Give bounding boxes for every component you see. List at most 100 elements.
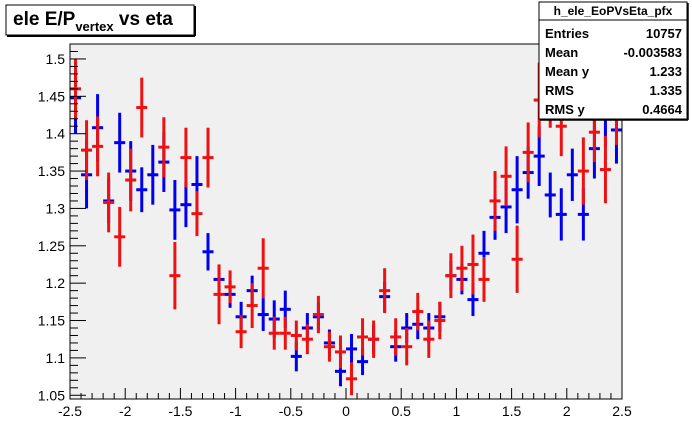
data-point	[544, 172, 556, 218]
data-point	[257, 298, 269, 331]
data-point	[279, 316, 291, 350]
stats-row: RMS y 0.4664	[545, 102, 683, 117]
chart-title-main: ele E/P	[13, 9, 76, 30]
stats-label: Entries	[545, 26, 589, 41]
data-point	[103, 172, 115, 233]
stats-value: 1.233	[649, 64, 682, 79]
data-point	[511, 156, 523, 224]
chart-title-subscript: vertex	[75, 19, 114, 34]
data-point	[136, 77, 148, 138]
data-point	[301, 324, 313, 355]
data-point	[323, 331, 335, 362]
data-point	[180, 127, 192, 188]
data-point	[500, 146, 512, 207]
stats-row: Mean -0.003583	[545, 45, 682, 60]
data-point	[169, 242, 181, 310]
data-point	[257, 238, 269, 299]
stats-value: 0.4664	[642, 102, 683, 117]
data-point	[158, 117, 170, 178]
plot-frame	[69, 43, 623, 400]
data-point	[312, 295, 324, 334]
data-point	[456, 245, 468, 291]
stats-label: Mean y	[545, 64, 590, 79]
data-point	[599, 135, 611, 204]
series-layer	[70, 44, 622, 396]
y-tick-label: 1.2	[46, 275, 66, 291]
x-tick-label: -2	[119, 403, 132, 419]
chart-title-box: ele E/Pvertex vs eta	[5, 4, 196, 37]
data-point	[478, 257, 490, 302]
data-point	[169, 180, 181, 240]
data-point	[114, 112, 126, 173]
stats-title: h_ele_EoPVsEta_pfx	[554, 4, 673, 18]
y-tick-label: 1.5	[46, 51, 66, 67]
x-tick-label: 1.5	[502, 403, 522, 419]
x-tick-label: -2.5	[58, 403, 82, 419]
data-point	[290, 320, 302, 351]
y-tick-label: 1.05	[38, 387, 65, 403]
x-tick-label: 2	[563, 403, 571, 419]
data-point	[577, 137, 589, 205]
stats-label: RMS y	[545, 102, 586, 117]
data-point	[180, 182, 192, 228]
data-point	[114, 206, 126, 267]
data-point	[555, 188, 567, 241]
y-tick-label: 1.25	[38, 238, 65, 254]
data-point	[334, 335, 346, 369]
data-point	[423, 320, 435, 358]
data-point	[412, 292, 424, 331]
data-point	[147, 144, 159, 205]
x-tick-label: 0	[342, 403, 350, 419]
chart-title: ele E/Pvertex vs eta	[13, 9, 173, 34]
data-point	[522, 122, 534, 183]
data-point	[202, 233, 214, 271]
data-point	[125, 148, 137, 212]
stats-label: Mean	[545, 45, 578, 60]
y-tick-label: 1.1	[46, 350, 66, 366]
data-point	[566, 148, 578, 201]
data-point	[246, 283, 258, 328]
data-point	[434, 301, 446, 340]
data-point	[467, 234, 479, 295]
stats-value: 1.335	[649, 83, 682, 98]
data-point	[235, 315, 247, 349]
data-point	[346, 362, 358, 396]
x-tick-label: 1	[453, 403, 461, 419]
x-tick-label: 2.5	[612, 403, 632, 419]
stats-box: h_ele_EoPVsEta_pfx Entries 10757 Mean -0.00…	[538, 1, 689, 121]
data-point	[368, 320, 380, 358]
data-point	[191, 191, 203, 237]
y-tick-label: 1.4	[46, 126, 66, 142]
data-point	[202, 127, 214, 188]
series-2	[70, 44, 622, 396]
y-tick-label: 1.45	[38, 88, 65, 104]
data-point	[511, 225, 523, 293]
data-point	[224, 270, 236, 304]
data-point	[268, 316, 280, 350]
stats-label: RMS	[545, 83, 574, 98]
data-point	[346, 333, 358, 364]
stats-row: RMS 1.335	[545, 83, 682, 98]
y-tick-label: 1.35	[38, 163, 65, 179]
y-tick-label: 1.3	[46, 200, 66, 216]
data-point	[136, 167, 148, 213]
data-point	[213, 264, 225, 325]
stats-value: 10757	[646, 26, 682, 41]
data-point	[489, 171, 501, 231]
data-point	[92, 116, 104, 177]
plot-area	[70, 44, 622, 399]
x-tick-label: -1	[229, 403, 242, 419]
y-tick-label: 1.15	[38, 313, 65, 329]
data-point	[445, 253, 457, 299]
data-point	[379, 268, 391, 314]
x-tick-label: -0.5	[279, 403, 303, 419]
stats-value: -0.003583	[623, 45, 682, 60]
chart-title-tail: vs eta	[114, 9, 174, 30]
stats-rows: Entries 10757 Mean -0.003583 Mean y 1.233 RMS 1…	[545, 26, 683, 117]
stats-row: Mean y 1.233	[545, 64, 682, 79]
stats-row: Entries 10757	[545, 26, 682, 41]
x-tick-label: -1.5	[168, 403, 192, 419]
x-tick-label: 0.5	[391, 403, 411, 419]
